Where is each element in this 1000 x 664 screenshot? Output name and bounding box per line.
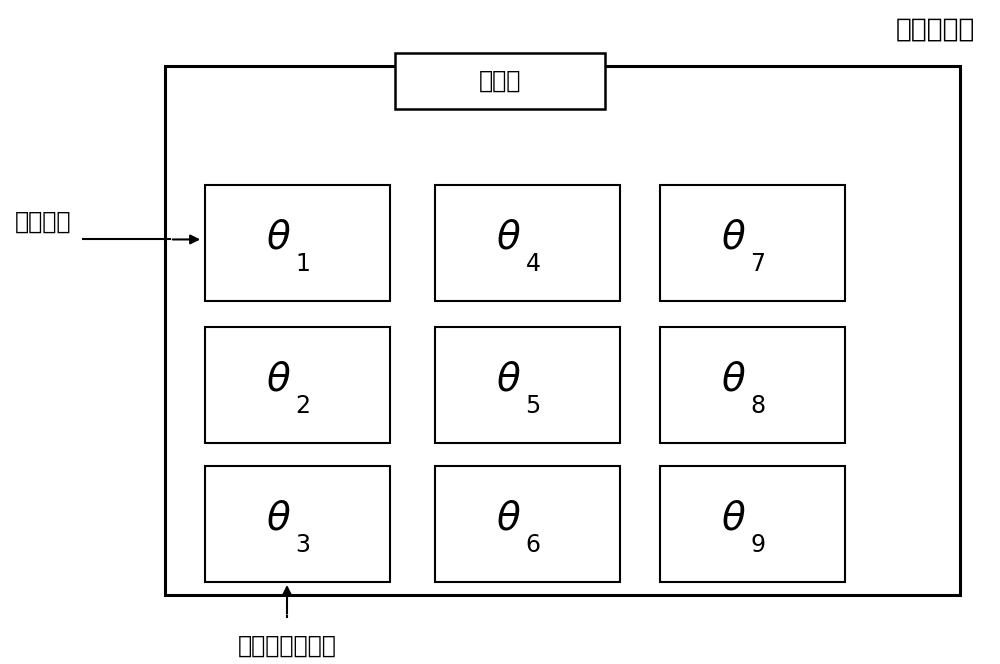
Bar <box>205 185 390 301</box>
Bar <box>165 66 960 596</box>
Text: $\theta$: $\theta$ <box>496 361 522 398</box>
Text: 3: 3 <box>296 533 310 557</box>
Text: $\theta$: $\theta$ <box>266 218 292 256</box>
Bar <box>660 185 845 301</box>
Bar <box>395 53 605 109</box>
Bar <box>205 327 390 443</box>
Text: 4: 4 <box>526 252 540 276</box>
Text: 7: 7 <box>750 252 766 276</box>
Text: 6: 6 <box>526 533 540 557</box>
Text: $\theta$: $\theta$ <box>721 218 747 256</box>
Text: 8: 8 <box>750 394 766 418</box>
Text: 控制器: 控制器 <box>479 69 521 93</box>
Bar <box>435 185 620 301</box>
Bar <box>660 466 845 582</box>
Text: 智能超表面: 智能超表面 <box>896 17 975 42</box>
Text: 2: 2 <box>296 394 310 418</box>
Text: $\theta$: $\theta$ <box>266 499 292 537</box>
Text: 反射单元: 反射单元 <box>15 210 72 234</box>
Text: 反射单元的相移: 反射单元的相移 <box>238 633 336 657</box>
Bar <box>435 327 620 443</box>
Bar <box>205 466 390 582</box>
Text: $\theta$: $\theta$ <box>721 361 747 398</box>
Text: 9: 9 <box>750 533 766 557</box>
Bar <box>435 466 620 582</box>
Text: $\theta$: $\theta$ <box>496 499 522 537</box>
Text: 5: 5 <box>525 394 541 418</box>
Bar <box>660 327 845 443</box>
Text: $\theta$: $\theta$ <box>721 499 747 537</box>
Text: $\theta$: $\theta$ <box>266 361 292 398</box>
Text: $\theta$: $\theta$ <box>496 218 522 256</box>
Text: 1: 1 <box>296 252 310 276</box>
